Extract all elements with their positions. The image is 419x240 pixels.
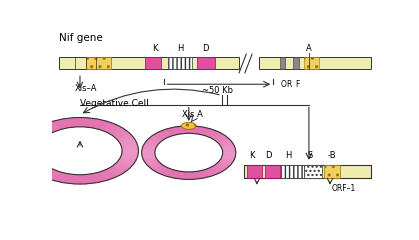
Bar xyxy=(304,57,319,69)
Bar xyxy=(304,165,322,178)
Bar xyxy=(323,165,340,178)
Text: Vegetative Cell: Vegetative Cell xyxy=(80,99,149,108)
Bar xyxy=(247,165,262,178)
Text: D: D xyxy=(265,151,272,160)
Text: H: H xyxy=(177,44,183,53)
Bar xyxy=(265,165,280,178)
Bar xyxy=(59,57,239,69)
Text: A: A xyxy=(306,44,312,53)
Text: S: S xyxy=(307,151,313,160)
Bar xyxy=(145,57,161,69)
Text: H: H xyxy=(286,151,292,160)
Text: Nif gene: Nif gene xyxy=(59,33,103,43)
Text: ~50 Kb: ~50 Kb xyxy=(202,86,233,96)
Text: Xis–A: Xis–A xyxy=(75,84,98,93)
Text: F: F xyxy=(296,80,300,89)
Bar xyxy=(86,57,111,69)
Text: -B: -B xyxy=(328,151,336,160)
Bar xyxy=(293,57,298,69)
Text: K: K xyxy=(249,151,255,160)
Bar xyxy=(197,57,215,69)
Text: K: K xyxy=(152,44,158,53)
Text: R: R xyxy=(287,80,292,89)
Bar xyxy=(244,165,371,178)
Text: ORF–1: ORF–1 xyxy=(332,184,356,193)
Ellipse shape xyxy=(181,122,196,129)
Text: D: D xyxy=(202,44,209,53)
Bar xyxy=(280,57,285,69)
Bar xyxy=(168,57,192,69)
Bar xyxy=(281,165,304,178)
Text: Xis A: Xis A xyxy=(181,110,202,119)
Text: O: O xyxy=(281,80,287,89)
Bar xyxy=(259,57,371,69)
